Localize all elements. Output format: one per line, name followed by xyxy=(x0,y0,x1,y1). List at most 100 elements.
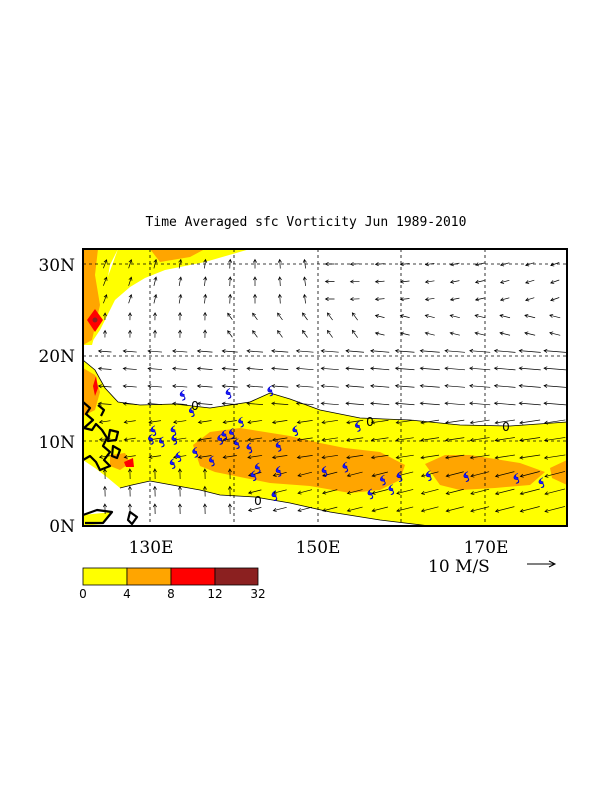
wind-vector-arrow xyxy=(518,366,541,371)
colorbar-swatch xyxy=(214,567,259,586)
wind-vector-arrow xyxy=(370,454,389,460)
wind-vector-arrow xyxy=(246,401,264,406)
wind-vector-arrow xyxy=(524,314,536,319)
wind-vector-arrow xyxy=(493,383,516,388)
wind-vector-arrow xyxy=(295,366,314,371)
wind-vector-arrow xyxy=(152,468,157,480)
wind-vector-arrow xyxy=(98,419,111,424)
wind-vector-arrow xyxy=(346,471,363,478)
wind-vector-arrow xyxy=(519,488,540,496)
wind-vector-arrow xyxy=(302,329,308,338)
wind-vector-arrow xyxy=(544,506,566,513)
wind-vector-arrow xyxy=(499,331,511,336)
wind-vector-arrow xyxy=(474,297,485,302)
wind-vector-arrow xyxy=(395,437,414,442)
wind-vector-arrow xyxy=(419,401,440,406)
wind-vector-arrow xyxy=(128,312,132,321)
wind-vector-arrow xyxy=(123,454,136,459)
wind-vector-arrow xyxy=(271,437,288,442)
wind-vector-arrow xyxy=(128,294,133,304)
wind-vector-arrow xyxy=(97,366,112,371)
wind-vector-arrow xyxy=(374,314,385,319)
wind-vector-arrow xyxy=(196,384,213,389)
wind-vector-arrow xyxy=(424,297,435,302)
wind-vector-arrow xyxy=(543,366,566,371)
wind-vector-arrow xyxy=(544,471,566,478)
wind-vector-arrow xyxy=(445,506,464,513)
wind-vector-arrow xyxy=(103,329,107,338)
wind-vector-arrow xyxy=(543,383,566,388)
lat-label-0n: 0N xyxy=(49,517,75,537)
wind-vector-arrow xyxy=(444,437,465,442)
wind-vector-arrow xyxy=(103,294,108,304)
typhoon-marker-icon xyxy=(217,434,223,445)
reference-vector-arrow xyxy=(527,560,557,568)
wind-vector-arrow xyxy=(470,471,490,478)
wind-vector-arrow xyxy=(322,506,338,513)
wind-vector-arrow xyxy=(395,419,414,425)
wind-vector-arrow xyxy=(227,503,232,515)
wind-vector-arrow xyxy=(469,437,490,442)
wind-vector-arrow xyxy=(474,314,485,319)
wind-vector-arrow xyxy=(196,349,213,354)
wind-vector-arrow xyxy=(519,454,541,460)
wind-vector-arrow xyxy=(221,366,238,371)
wind-vector-arrow xyxy=(445,471,464,478)
wind-vector-arrow xyxy=(196,366,213,371)
wind-vector-arrow xyxy=(322,489,338,495)
wind-vector-arrow xyxy=(197,420,212,425)
wind-vector-arrow xyxy=(277,258,282,269)
wind-vector-arrow xyxy=(499,279,510,284)
wind-vector-arrow xyxy=(172,366,188,371)
wind-vector-arrow xyxy=(370,401,390,406)
lat-label-10n: 10N xyxy=(38,433,75,453)
wind-vector-arrow xyxy=(203,276,208,287)
wind-vector-arrow xyxy=(295,384,314,389)
wind-vector-arrow xyxy=(399,314,410,318)
wind-vector-arrow xyxy=(178,293,183,304)
wind-vector-arrow xyxy=(543,454,566,460)
wind-vector-arrow xyxy=(297,471,313,477)
wind-vector-arrow xyxy=(493,348,516,353)
wind-vector-arrow xyxy=(227,330,233,338)
wind-vector-arrow xyxy=(396,506,414,513)
wind-vector-arrow xyxy=(228,293,233,304)
colorbar-tick-label: 12 xyxy=(207,587,222,601)
typhoon-marker-icon xyxy=(171,434,178,445)
wind-vector-arrow xyxy=(394,366,415,371)
wind-vector-arrow xyxy=(202,468,207,480)
wind-vector-arrow xyxy=(444,419,465,425)
wind-vector-arrow xyxy=(172,384,188,389)
wind-vector-arrow xyxy=(152,503,157,515)
typhoon-marker-icon xyxy=(246,442,253,454)
wind-vector-arrow xyxy=(277,329,283,338)
typhoon-marker-icon xyxy=(271,490,278,502)
wind-vector-arrow xyxy=(346,506,363,513)
wind-vector-arrow xyxy=(277,293,282,304)
typhoon-marker-icon xyxy=(238,416,244,428)
wind-vector-arrow xyxy=(518,383,541,388)
wind-vector-arrow xyxy=(494,471,515,478)
wind-vector-arrow xyxy=(518,348,541,353)
wind-vector-arrow xyxy=(349,297,360,302)
wind-vector-arrow xyxy=(178,311,183,321)
wind-vector-arrow xyxy=(469,419,490,425)
colorbar-tick-label: 32 xyxy=(250,587,265,601)
wind-vector-arrow xyxy=(370,419,389,425)
wind-vector-arrow xyxy=(444,454,465,460)
wind-vector-arrow xyxy=(123,419,136,424)
wind-vector-arrow xyxy=(370,366,390,371)
wind-vector-arrow xyxy=(203,311,208,321)
wind-vector-arrow xyxy=(148,455,162,459)
typhoon-marker-icon xyxy=(250,470,257,482)
wind-vector-arrow xyxy=(399,279,410,284)
typhoon-marker-icon xyxy=(321,466,328,477)
plot-frame xyxy=(82,248,568,527)
map-gridlines xyxy=(83,249,567,526)
vorticity-contour-4-8 xyxy=(83,249,567,493)
wind-vector-arrow xyxy=(127,503,132,515)
wind-vector-arrow xyxy=(470,506,490,513)
wind-vector-arrow xyxy=(127,485,132,497)
wind-vector-arrow xyxy=(374,331,385,336)
wind-vector-arrow xyxy=(499,297,510,302)
